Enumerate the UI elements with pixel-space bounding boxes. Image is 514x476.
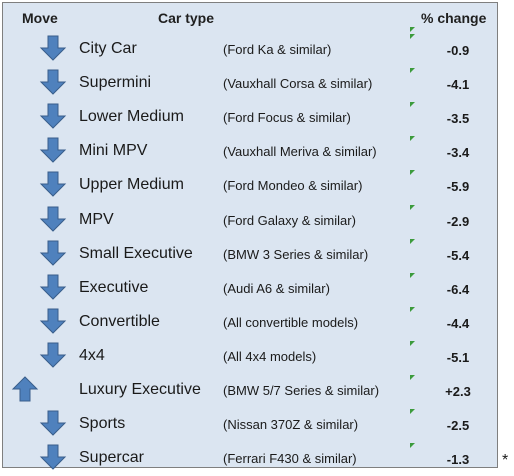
down-arrow-icon — [39, 68, 67, 96]
car-type-description: (Ford Focus & similar) — [223, 110, 351, 126]
percent-change-value: -4.4 — [446, 315, 470, 331]
car-type-name: Luxury Executive — [79, 381, 201, 398]
car-type-name: City Car — [79, 40, 137, 57]
cell-error-flag-icon — [410, 170, 415, 176]
car-type-name: 4x4 — [79, 346, 105, 364]
cell-error-flag-icon — [410, 443, 415, 449]
car-type-name: Supermini — [79, 74, 152, 92]
cell-error-flag-icon — [410, 272, 415, 278]
table-row: Executive (Audi A6 & similar) -6.4 — [3, 272, 497, 306]
car-type-description: (All 4x4 models) — [223, 348, 317, 364]
table-row: Lower Medium (Ford Focus & similar) -3.5 — [3, 101, 497, 135]
down-arrow-icon — [39, 102, 67, 130]
cell-error-flag-icon — [410, 204, 415, 210]
cell-error-flag-icon — [410, 340, 415, 346]
car-type-description: (Vauxhall Corsa & similar) — [223, 76, 373, 92]
table-row: Upper Medium (Ford Mondeo & similar) -5.9 — [3, 169, 497, 203]
car-type-description: (All convertible models) — [223, 314, 359, 330]
car-type-description: (BMW 5/7 Series & similar) — [223, 383, 380, 398]
cell-error-flag-icon — [410, 375, 415, 380]
car-type-name: Convertible — [79, 312, 160, 330]
percent-change-value: -5.1 — [446, 349, 470, 365]
table-row: MPV (Ford Galaxy & similar) -2.9 — [3, 204, 497, 238]
down-arrow-icon — [39, 307, 67, 335]
car-type-name: Mini MPV — [79, 142, 148, 160]
percent-change-value: -2.9 — [446, 213, 470, 229]
table-row: Luxury Executive (BMW 5/7 Series & simila… — [3, 374, 497, 408]
cell-error-flag-icon — [410, 68, 415, 74]
car-type-name: Executive — [79, 278, 149, 296]
cell-error-flag-icon — [410, 27, 415, 32]
footnote-asterisk: * — [502, 452, 509, 469]
percent-change-value: -3.5 — [446, 111, 470, 127]
percent-change-value: -4.1 — [446, 77, 470, 93]
table-row: 4x4 (All 4x4 models) -5.1 — [3, 340, 497, 374]
percent-change-value: -1.3 — [446, 452, 470, 468]
percent-change-value: -0.9 — [446, 43, 470, 58]
table-row: Mini MPV (Vauxhall Meriva & similar) -3.4 — [3, 135, 497, 169]
up-arrow-icon — [11, 375, 39, 403]
percent-change-value: -6.4 — [446, 281, 470, 297]
table-row: Small Executive (BMW 3 Series & similar) -… — [3, 238, 497, 272]
table-row: Supercar (Ferrari F430 & similar) -1.3 — [3, 442, 497, 476]
down-arrow-icon — [39, 273, 67, 301]
car-type-name: Small Executive — [79, 244, 193, 262]
car-price-change-table: Move Car type % change City Car (Ford Ka … — [2, 2, 498, 470]
cell-error-flag-icon — [410, 136, 415, 142]
down-arrow-icon — [39, 170, 67, 198]
car-type-name: Lower Medium — [79, 108, 184, 126]
percent-change-value: -5.4 — [446, 247, 470, 263]
car-type-description: (Ford Mondeo & similar) — [223, 178, 363, 194]
table-row: Convertible (All convertible models) -4.4 — [3, 306, 497, 340]
down-arrow-icon — [39, 443, 67, 471]
table-header: Move Car type % change — [3, 3, 497, 32]
percent-change-value: +2.3 — [445, 384, 471, 399]
car-type-description: (Audi A6 & similar) — [223, 280, 330, 296]
table-row: City Car (Ford Ka & similar) -0.9 — [3, 33, 497, 67]
car-type-description: (Nissan 370Z & similar) — [223, 417, 359, 433]
percent-change-value: -2.5 — [446, 418, 470, 434]
car-type-name: MPV — [79, 210, 114, 228]
percent-change-value: -5.9 — [446, 179, 470, 195]
down-arrow-icon — [39, 205, 67, 233]
down-arrow-icon — [39, 136, 67, 164]
down-arrow-icon — [39, 239, 67, 267]
car-type-description: (Ford Ka & similar) — [223, 42, 332, 57]
car-type-name: Upper Medium — [79, 176, 184, 194]
header-move: Move — [22, 10, 58, 26]
down-arrow-icon — [39, 409, 67, 437]
car-type-description: (Ferrari F430 & similar) — [223, 451, 357, 467]
car-type-description: (Ford Galaxy & similar) — [223, 212, 356, 228]
cell-error-flag-icon — [410, 34, 415, 39]
cell-error-flag-icon — [410, 238, 415, 244]
table-row: Supermini (Vauxhall Corsa & similar) -4.1 — [3, 67, 497, 101]
down-arrow-icon — [39, 34, 67, 62]
header-percent-change: % change — [421, 10, 487, 26]
table-row: Sports (Nissan 370Z & similar) -2.5 — [3, 408, 497, 442]
car-type-description: (Vauxhall Meriva & similar) — [223, 144, 377, 160]
car-type-description: (BMW 3 Series & similar) — [223, 246, 369, 262]
down-arrow-icon — [39, 341, 67, 369]
header-car-type: Car type — [158, 10, 215, 26]
cell-error-flag-icon — [410, 102, 415, 108]
percent-change-value: -3.4 — [446, 145, 470, 161]
car-type-name: Sports — [79, 415, 126, 433]
car-type-name: Supercar — [79, 449, 144, 467]
cell-error-flag-icon — [410, 306, 415, 312]
cell-error-flag-icon — [410, 409, 415, 415]
